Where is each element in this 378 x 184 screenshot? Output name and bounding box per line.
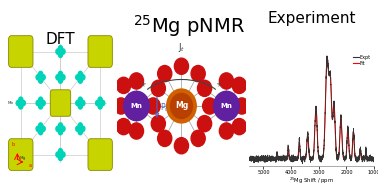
Circle shape (56, 75, 60, 80)
Circle shape (41, 100, 45, 106)
FancyBboxPatch shape (9, 139, 33, 170)
FancyBboxPatch shape (9, 36, 33, 67)
Circle shape (59, 155, 62, 160)
Circle shape (59, 78, 62, 83)
Circle shape (232, 118, 246, 135)
Circle shape (21, 100, 25, 106)
Circle shape (61, 126, 65, 131)
Circle shape (78, 97, 82, 102)
Circle shape (219, 123, 234, 139)
Circle shape (76, 75, 80, 80)
Circle shape (158, 66, 172, 82)
Circle shape (56, 152, 60, 157)
Circle shape (158, 130, 172, 146)
Text: Mn: Mn (220, 103, 232, 109)
Circle shape (78, 123, 82, 128)
Circle shape (129, 123, 144, 139)
Text: J$_t$: J$_t$ (178, 41, 185, 54)
Circle shape (101, 100, 105, 106)
Circle shape (76, 100, 80, 106)
Circle shape (198, 80, 212, 96)
Circle shape (59, 46, 62, 51)
Circle shape (78, 71, 82, 77)
Circle shape (16, 100, 20, 106)
Circle shape (151, 80, 166, 96)
Circle shape (41, 75, 45, 80)
Circle shape (78, 130, 82, 135)
Circle shape (174, 138, 189, 154)
Circle shape (78, 104, 82, 109)
Circle shape (174, 58, 189, 74)
Circle shape (59, 71, 62, 77)
Circle shape (198, 116, 212, 132)
Circle shape (59, 149, 62, 154)
Circle shape (56, 49, 60, 54)
Circle shape (96, 100, 100, 106)
Circle shape (39, 104, 43, 109)
Circle shape (81, 75, 85, 80)
Circle shape (39, 71, 43, 77)
Text: a: a (29, 163, 32, 168)
FancyBboxPatch shape (88, 36, 112, 67)
Circle shape (203, 98, 217, 114)
Circle shape (98, 104, 102, 109)
FancyBboxPatch shape (88, 139, 112, 170)
Circle shape (116, 118, 131, 135)
Circle shape (151, 116, 166, 132)
Text: Mg: Mg (20, 156, 26, 160)
Text: Mn: Mn (130, 103, 143, 109)
Circle shape (56, 126, 60, 131)
Circle shape (19, 97, 23, 102)
Text: b: b (12, 142, 15, 147)
Circle shape (39, 130, 43, 135)
Circle shape (191, 66, 205, 82)
Text: $^{25}$Mg pNMR: $^{25}$Mg pNMR (133, 13, 245, 39)
Circle shape (191, 130, 205, 146)
Circle shape (19, 104, 23, 109)
Circle shape (170, 93, 192, 118)
Circle shape (116, 77, 131, 93)
Circle shape (36, 126, 40, 131)
Circle shape (167, 89, 196, 123)
Circle shape (39, 97, 43, 102)
Legend: Expt, Fit: Expt, Fit (352, 54, 372, 67)
Circle shape (36, 75, 40, 80)
Text: Mg: Mg (175, 102, 188, 110)
Circle shape (232, 77, 246, 93)
Circle shape (81, 126, 85, 131)
Circle shape (61, 75, 65, 80)
Circle shape (59, 52, 62, 57)
Circle shape (78, 78, 82, 83)
Text: DFT: DFT (46, 32, 75, 47)
Circle shape (59, 130, 62, 135)
Circle shape (219, 73, 234, 89)
Circle shape (59, 123, 62, 128)
FancyBboxPatch shape (50, 90, 71, 116)
Circle shape (129, 73, 144, 89)
Text: Mn: Mn (7, 101, 13, 105)
Circle shape (124, 91, 149, 121)
Circle shape (235, 98, 249, 114)
Text: Experiment: Experiment (268, 11, 356, 26)
X-axis label: $^{25}$Mg Shift / ppm: $^{25}$Mg Shift / ppm (290, 176, 334, 184)
Circle shape (41, 126, 45, 131)
Text: P$_t$: P$_t$ (160, 102, 169, 114)
Circle shape (81, 100, 85, 106)
Circle shape (98, 97, 102, 102)
Circle shape (214, 91, 239, 121)
Circle shape (61, 152, 65, 157)
Circle shape (36, 100, 40, 106)
Circle shape (146, 98, 160, 114)
Circle shape (61, 49, 65, 54)
Circle shape (39, 78, 43, 83)
Circle shape (76, 126, 80, 131)
Circle shape (114, 98, 128, 114)
Circle shape (39, 123, 43, 128)
